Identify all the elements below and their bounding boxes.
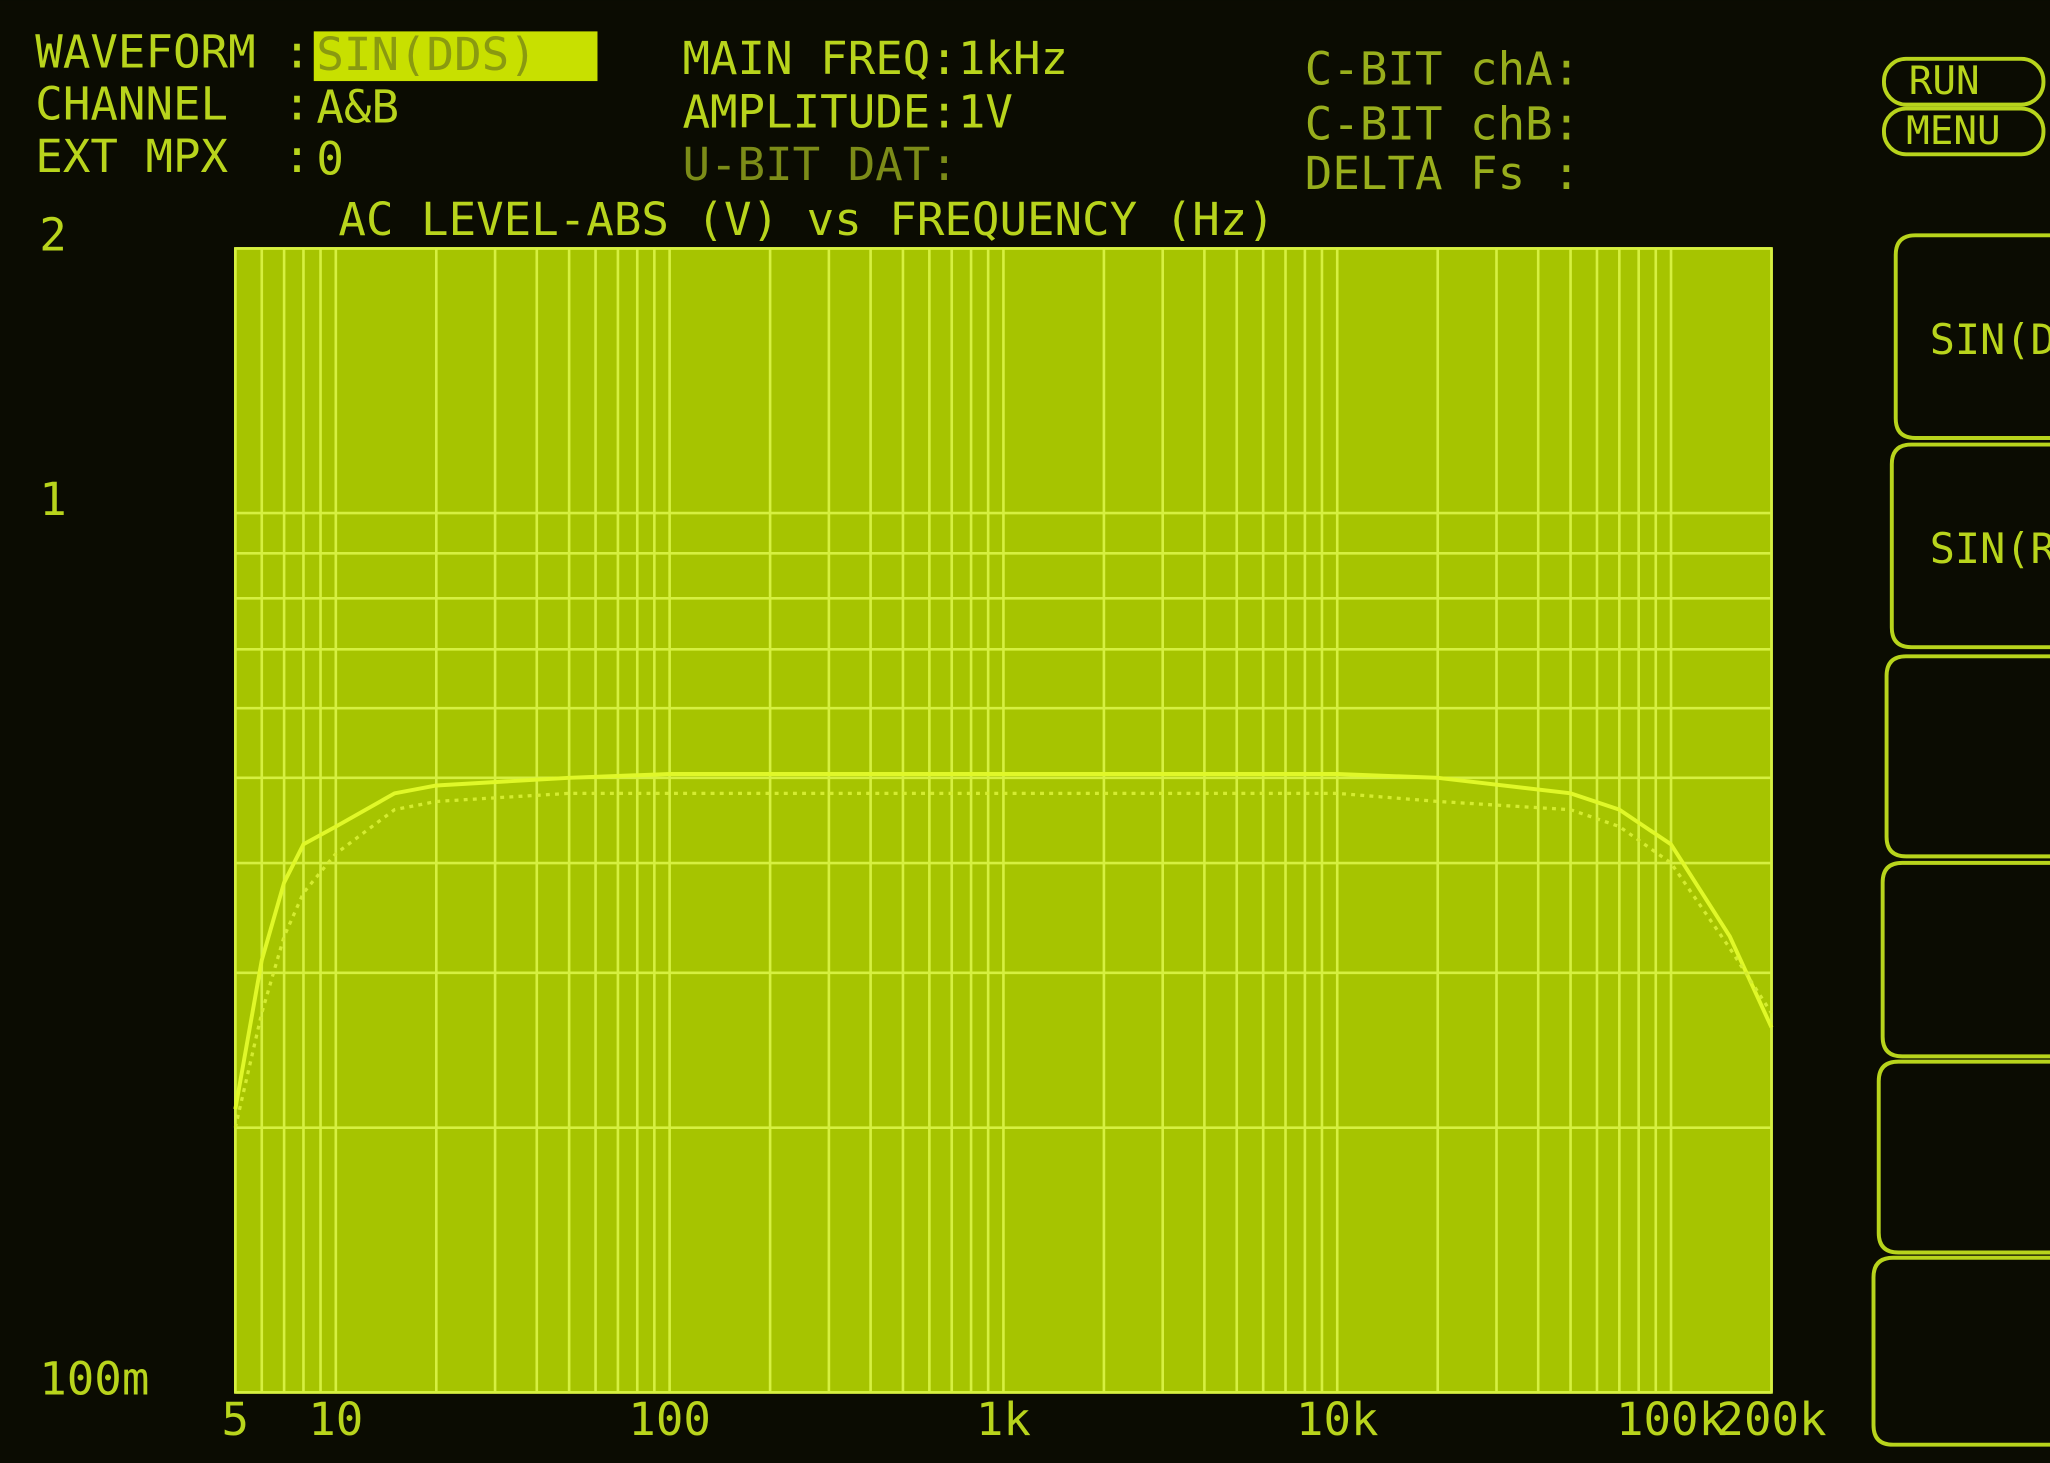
cbit: C-BIT chB: (1305, 97, 1580, 150)
highlight (313, 31, 598, 82)
x-tick-label: 1k (976, 1393, 1031, 1446)
series-line (233, 791, 1773, 1129)
status: AMPLITUDE:1V (682, 86, 1013, 139)
x-tick-label: 10k (1296, 1393, 1379, 1446)
softkeys (1871, 233, 2050, 1447)
button-label: RUN (1909, 59, 1980, 104)
y-tick-label: 2 (39, 208, 67, 261)
status: MAIN FREQ:1kHz (682, 32, 1068, 85)
menu-button[interactable] (1881, 106, 2046, 157)
button-label: MENU (1906, 109, 2000, 154)
y-tick-label: 100m (39, 1352, 149, 1405)
softkey[interactable] (1884, 654, 2050, 859)
field-label: CHANNEL : (35, 78, 310, 131)
field-value: 0 (316, 133, 344, 186)
softkey-label: SIN(D (1930, 315, 2050, 364)
x-tick-label: 200k (1716, 1393, 1826, 1446)
x-tick-label: 100k (1616, 1393, 1726, 1446)
chart-title: AC LEVEL-ABS (V) vs FREQUENCY (Hz) (338, 193, 1275, 246)
cbit: DELTA Fs : (1305, 147, 1580, 200)
status: U-BIT DAT: (682, 138, 957, 191)
softkey[interactable] (1880, 860, 2050, 1059)
buttons (1881, 56, 2046, 157)
field-value: SIN(DDS) (316, 28, 536, 81)
x-tick-label: 100 (628, 1393, 711, 1446)
cbit: C-BIT chA: (1305, 42, 1580, 95)
y-tick-label: 1 (39, 473, 67, 526)
field-value: A&B (316, 80, 399, 133)
x-tick-label: 10 (308, 1393, 363, 1446)
x-tick-label: 5 (222, 1393, 250, 1446)
softkey[interactable] (1876, 1059, 2050, 1255)
plot-frame (234, 247, 1773, 1394)
run-button[interactable] (1881, 56, 2046, 107)
softkey-label: SIN(R (1930, 524, 2050, 573)
field-label: EXT MPX : (35, 130, 310, 183)
softkey[interactable] (1893, 233, 2050, 440)
series-line (233, 772, 1774, 1110)
softkey[interactable] (1871, 1255, 2050, 1447)
softkey[interactable] (1889, 442, 2050, 650)
field-label: WAVEFORM : (35, 25, 310, 78)
